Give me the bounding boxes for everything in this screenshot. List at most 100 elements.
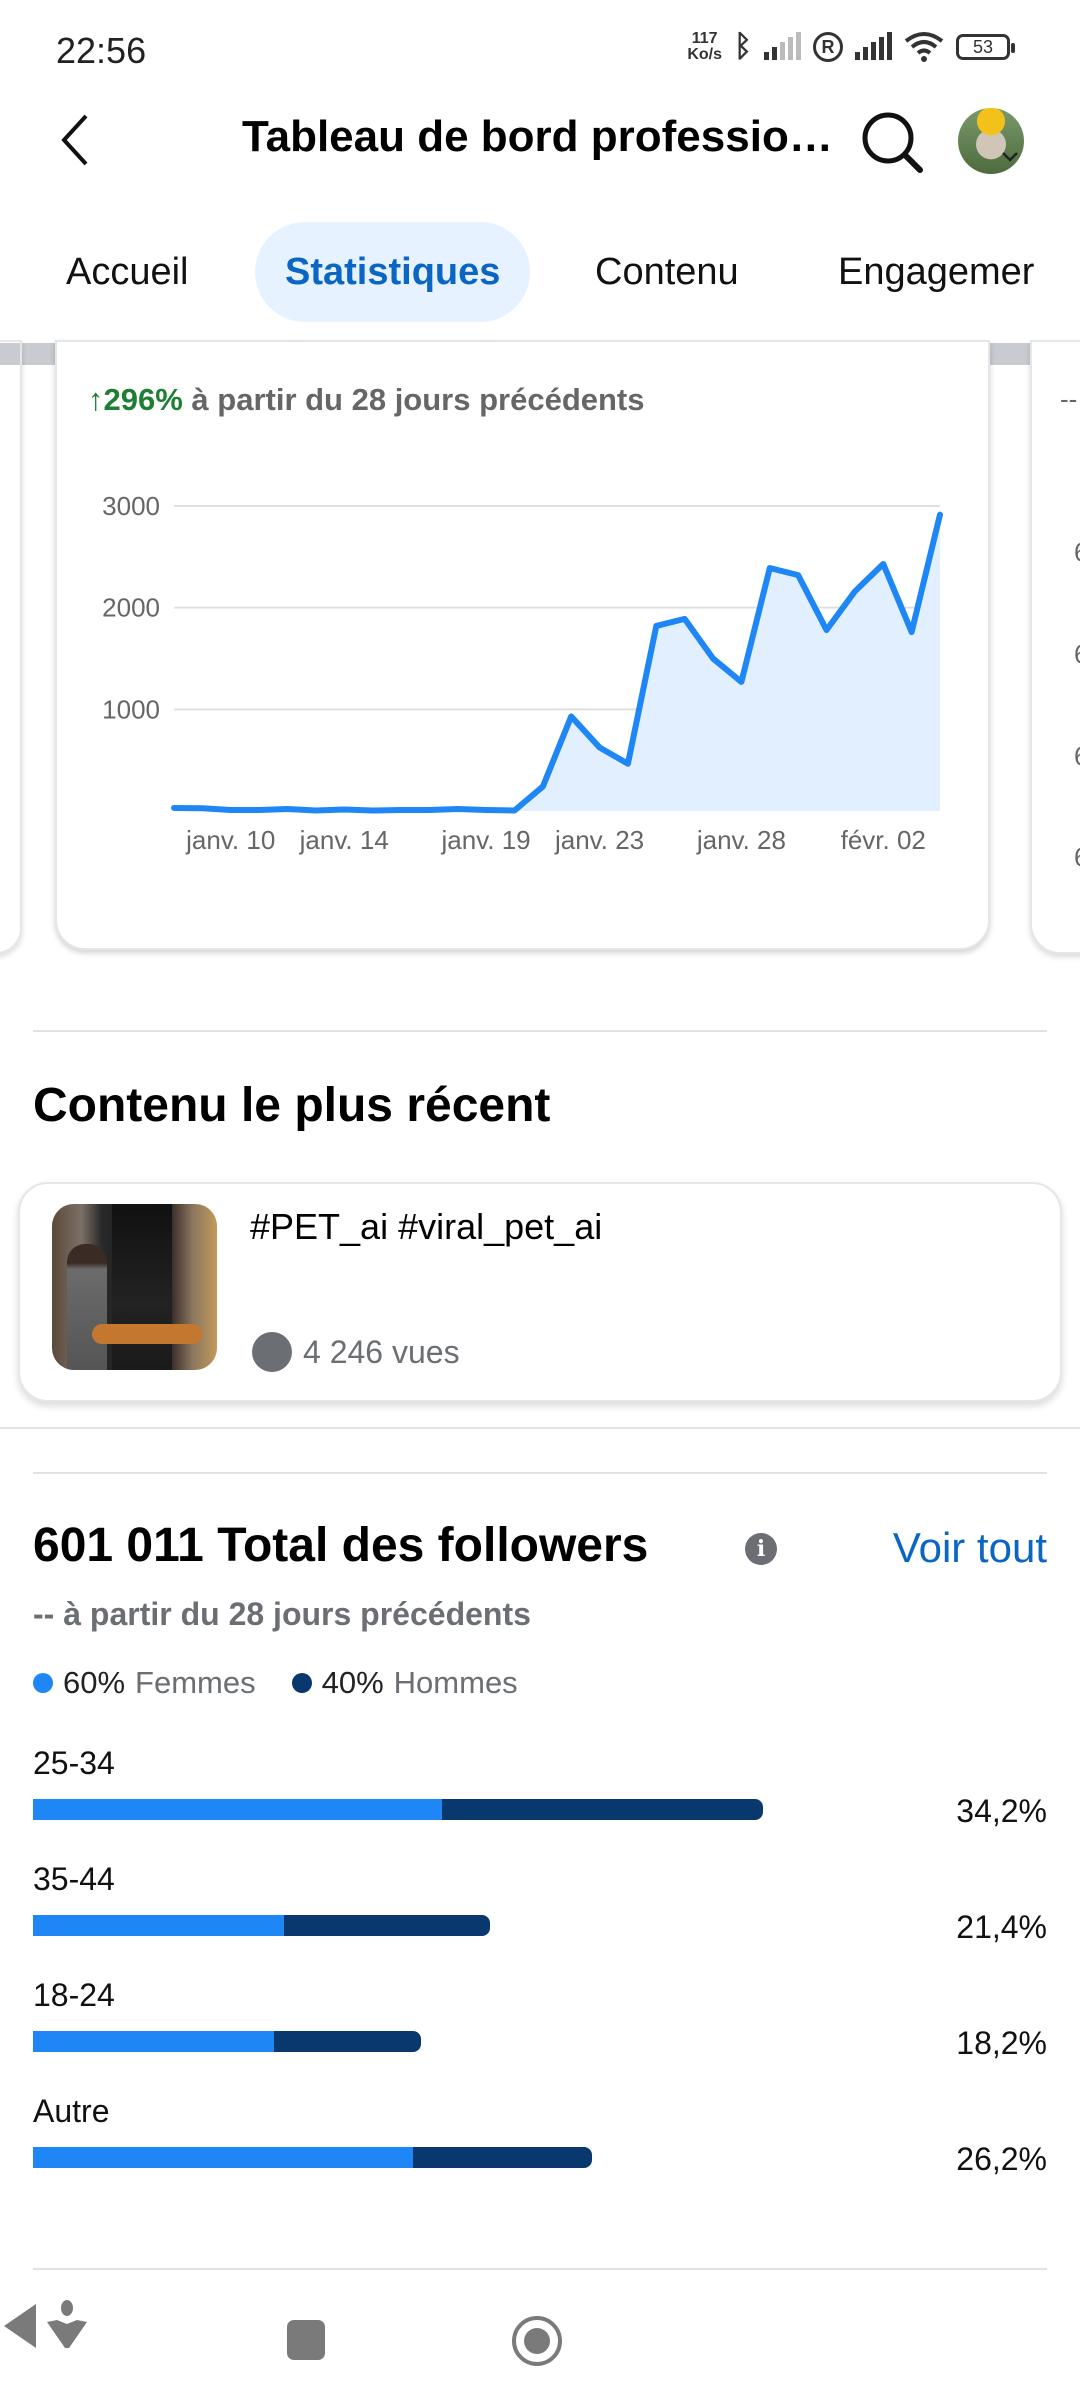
age-bar <box>33 1799 763 1820</box>
data-point <box>797 574 799 576</box>
views-series-line <box>171 511 943 814</box>
data-point <box>485 809 487 811</box>
data-point <box>655 625 657 627</box>
search-icon[interactable] <box>858 108 928 178</box>
tab-statistiques[interactable]: Statistiques <box>255 222 531 322</box>
followers-total: 601 011 Total des followers <box>33 1519 649 1572</box>
tab-engagement[interactable]: Engagemer <box>838 250 1035 293</box>
data-point <box>173 807 175 809</box>
x-tick-label: févr. 02 <box>841 825 926 855</box>
data-point <box>854 590 856 592</box>
data-point <box>457 808 459 810</box>
age-label: 18-24 <box>33 1977 115 2013</box>
views-line-chart: 1000 2000 3000 janv. 10 janv. 14 janv. 19 janv… <box>102 491 943 855</box>
y-tick-label: 3000 <box>102 491 160 521</box>
age-bar <box>33 2031 422 2052</box>
data-point <box>826 629 828 631</box>
next-card[interactable]: -- 6 6 6 6 <box>1030 340 1080 954</box>
see-all-link[interactable]: Voir tout <box>892 1524 1047 1571</box>
femmes-segment <box>33 2147 414 2168</box>
chevron-down-icon[interactable] <box>1000 150 1020 164</box>
data-point <box>400 809 402 811</box>
data-point <box>542 786 544 788</box>
x-tick-label: janv. 19 <box>441 825 531 855</box>
data-point <box>258 809 260 811</box>
hommes-segment <box>441 1799 763 1820</box>
hommes-dot-icon <box>291 1673 312 1693</box>
battery-icon: 53 <box>956 34 1015 60</box>
content-title: #PET_ai #viral_pet_ai <box>250 1206 603 1247</box>
data-point <box>570 715 572 717</box>
age-label: 35-44 <box>33 1861 115 1897</box>
tab-accueil[interactable]: Accueil <box>66 250 189 293</box>
y-tick-label: 1000 <box>102 694 160 724</box>
views-change: ↑296% à partir du 28 jours précédents <box>88 382 645 417</box>
femmes-segment <box>33 1915 285 1936</box>
divider <box>33 1472 1047 1474</box>
divider <box>33 2268 1047 2270</box>
accessibility-icon[interactable] <box>44 2300 90 2350</box>
femmes-segment <box>33 2031 274 2052</box>
divider <box>0 1427 1080 1429</box>
data-point <box>599 746 601 748</box>
clock: 22:56 <box>56 30 147 71</box>
tab-bar: Accueil Statistiques Contenu Engagemer <box>0 222 1080 322</box>
age-percent: 21,4% <box>956 1909 1047 1945</box>
info-icon[interactable]: i <box>745 1533 777 1565</box>
data-point <box>684 618 686 620</box>
data-point <box>882 563 884 565</box>
chevron-left-icon[interactable] <box>58 112 92 168</box>
area-fill <box>174 514 940 811</box>
status-bar: 22:56 117 Ko/s ᛒ R 53 <box>0 0 1080 95</box>
signal-icon <box>764 32 801 60</box>
femmes-segment <box>33 1799 442 1820</box>
femmes-dot-icon <box>33 1673 53 1693</box>
data-point <box>627 763 629 765</box>
data-point <box>286 808 288 810</box>
age-bar <box>33 1915 490 1936</box>
age-label: Autre <box>33 2093 110 2129</box>
data-point <box>939 514 941 516</box>
x-tick-label: janv. 23 <box>554 825 644 855</box>
hommes-segment <box>413 2147 593 2168</box>
age-percent: 26,2% <box>956 2141 1047 2177</box>
system-nav-bar <box>0 2300 1080 2400</box>
bluetooth-icon: ᛒ <box>734 30 752 63</box>
age-percent: 18,2% <box>956 2025 1047 2061</box>
status-icons: 117 Ko/s ᛒ R 53 <box>687 30 1015 64</box>
page-title: Tableau de bord professio… <box>242 112 833 161</box>
x-tick-label: janv. 14 <box>299 825 389 855</box>
recent-content-card[interactable]: #PET_ai #viral_pet_ai 4 246 vues <box>18 1182 1062 1402</box>
back-icon[interactable] <box>0 2302 40 2350</box>
x-tick-label: janv. 28 <box>696 825 786 855</box>
gender-legend: 60% Femmes 40% Hommes <box>33 1665 518 1701</box>
hommes-segment <box>284 1915 490 1936</box>
wifi-icon <box>904 32 944 62</box>
y-tick-label: 2000 <box>102 593 160 623</box>
age-bar <box>33 2147 593 2168</box>
content-thumbnail[interactable] <box>52 1204 217 1370</box>
data-point <box>372 809 374 811</box>
data-point <box>740 681 742 683</box>
data-point <box>712 658 714 659</box>
data-point <box>911 631 913 633</box>
data-point <box>428 809 430 811</box>
followers-change: -- à partir du 28 jours précédents <box>33 1596 531 1632</box>
data-point <box>230 809 232 811</box>
data-point <box>343 808 345 810</box>
data-point <box>315 809 317 811</box>
network-speed: 117 Ko/s <box>687 30 722 63</box>
data-point <box>201 807 203 809</box>
age-percent: 34,2% <box>956 1793 1047 1829</box>
recent-content-heading: Contenu le plus récent <box>33 1079 551 1132</box>
signal-icon <box>855 32 892 60</box>
hommes-segment <box>273 2031 422 2052</box>
tab-contenu[interactable]: Contenu <box>595 250 739 293</box>
avatar[interactable] <box>958 108 1024 174</box>
data-point <box>513 809 515 811</box>
home-icon[interactable] <box>512 2316 562 2366</box>
roaming-icon: R <box>813 32 843 62</box>
divider <box>33 1030 1047 1032</box>
recents-icon[interactable] <box>287 2320 325 2360</box>
data-point <box>769 567 771 569</box>
